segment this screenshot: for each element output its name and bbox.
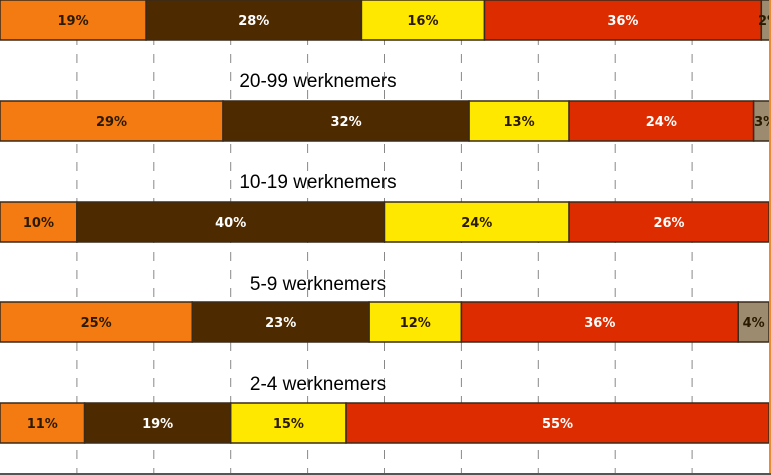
data-label: 15% (273, 417, 304, 432)
bar-segment (345, 402, 770, 444)
bar-segment (468, 100, 570, 142)
bar-segment (568, 100, 755, 142)
bar-segment (360, 0, 486, 41)
bar-segment (483, 0, 763, 41)
data-label: 36% (607, 14, 638, 29)
data-label: 24% (646, 115, 677, 130)
data-label: 19% (57, 14, 88, 29)
data-label: 28% (238, 14, 269, 29)
bar-segment (383, 201, 570, 243)
data-label: 13% (504, 115, 535, 130)
bar-segment (0, 402, 86, 444)
data-label: 26% (653, 216, 684, 231)
data-label: 40% (215, 216, 246, 231)
data-label: 23% (265, 316, 296, 331)
data-label: 36% (584, 316, 615, 331)
data-label: 11% (27, 417, 58, 432)
bar-segment (0, 100, 224, 142)
data-label: 3% (754, 115, 771, 130)
category-label: 2-4 werknemers (250, 374, 386, 395)
bar-segment (460, 301, 739, 343)
data-label: 24% (461, 216, 492, 231)
data-label: 10% (23, 216, 54, 231)
data-label: 4% (743, 316, 765, 331)
bar-segment (752, 100, 771, 142)
bar-segment (737, 301, 770, 343)
data-label: 16% (407, 14, 438, 29)
category-label: 20-99 werknemers (239, 71, 396, 92)
bar-segment (0, 201, 78, 243)
data-label: 12% (400, 316, 431, 331)
bar-segment (222, 100, 470, 142)
data-label: 32% (330, 115, 361, 130)
bar-segment (229, 402, 347, 444)
data-label: 55% (542, 417, 573, 432)
bar-segment (145, 0, 363, 41)
data-label: 2% (758, 14, 771, 29)
bar-segment (76, 201, 386, 243)
bar-segment (368, 301, 463, 343)
bar-segment (191, 301, 370, 343)
bar-segment (0, 0, 147, 41)
bar-segment (83, 402, 232, 444)
data-label: 19% (142, 417, 173, 432)
category-label: 10-19 werknemers (239, 172, 396, 193)
category-label: 5-9 werknemers (250, 274, 386, 295)
data-label: 25% (81, 316, 112, 331)
data-label: 29% (96, 115, 127, 130)
